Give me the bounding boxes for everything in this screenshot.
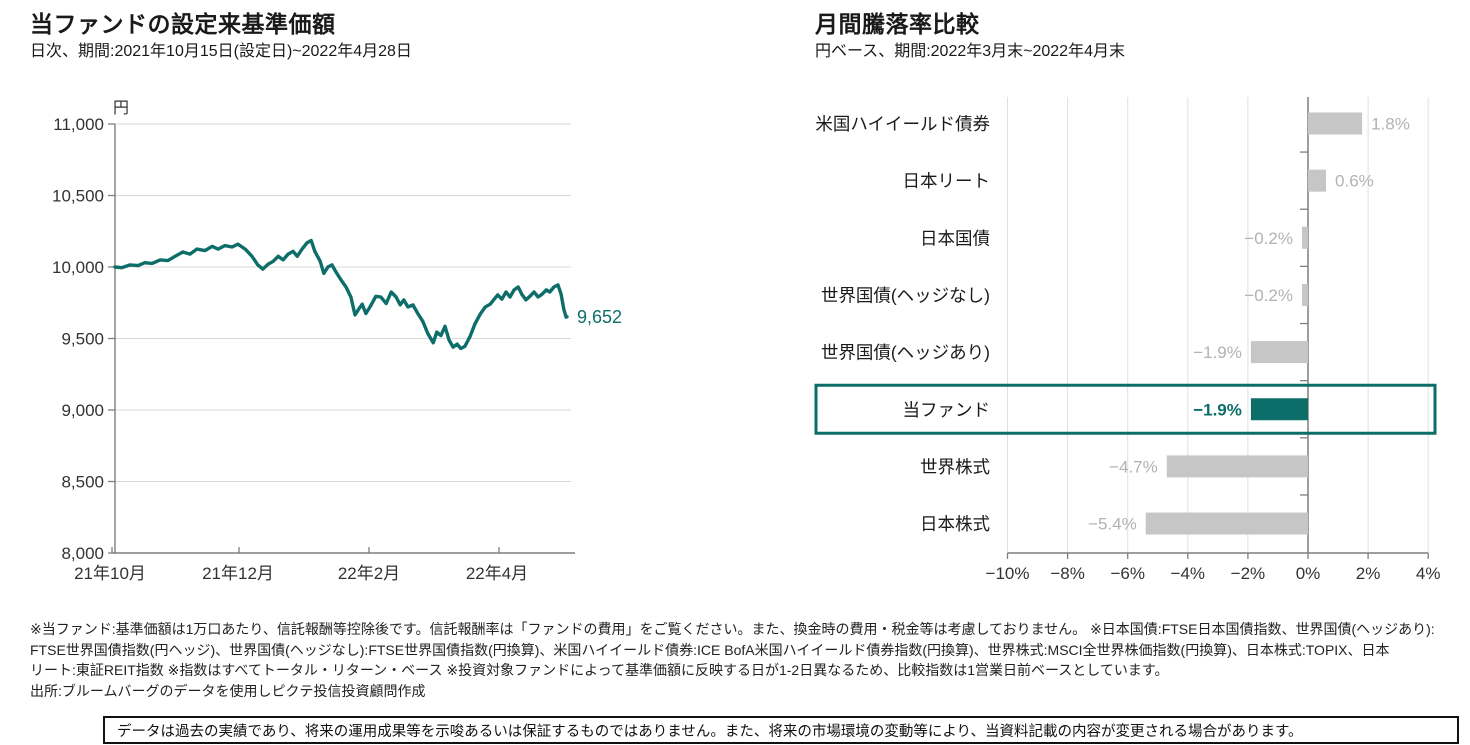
y-tick-label: 9,000 (61, 401, 104, 420)
value-label: −5.4% (1088, 515, 1137, 534)
bar (1250, 341, 1308, 364)
bar (1145, 512, 1308, 535)
footnote-line-3: リート:東証REIT指数 ※指数はすべてトータル・リターン・ベース ※投資対象フ… (30, 662, 1169, 678)
bar (1166, 455, 1308, 478)
x-tick-label: 4% (1416, 564, 1441, 583)
y-tick-label: 11,000 (53, 115, 104, 134)
value-label: −0.2% (1244, 229, 1293, 248)
category-label: 世界国債(ヘッジあり) (821, 343, 990, 363)
category-label: 当ファンド (903, 400, 991, 420)
nav-chart-subtitle: 日次、期間:2021年10月15日(設定日)~2022年4月28日 (30, 43, 412, 60)
category-label: 日本リート (903, 171, 991, 191)
fund-value-label: −1.9% (1193, 400, 1242, 419)
nav-line-chart: 11,00010,50010,0009,5009,0008,5008,00021… (52, 100, 622, 583)
source-line: 出所:ブルームバーグのデータを使用しピクテ投信投資顧問作成 (30, 682, 426, 699)
nav-line (113, 238, 569, 351)
x-tick-label: 2% (1356, 564, 1381, 583)
x-tick-label: −8% (1050, 564, 1085, 583)
value-label: −4.7% (1109, 457, 1158, 476)
category-label: 世界株式 (920, 457, 990, 477)
y-tick-label: 8,500 (61, 473, 104, 492)
monthly-return-bar-chart: −10% −8% −6% −4% −2% 0% 2% 4% 米国ハイイールド債券 1.8% 日本リー… (814, 97, 1441, 583)
fund-highlight-box (814, 383, 1437, 435)
nav-end-value-label: 9,652 (577, 307, 622, 327)
monthly-return-chart-subtitle: 円ベース、期間:2022年3月末~2022年4月末 (815, 43, 1125, 60)
category-label: 世界国債(ヘッジなし) (821, 285, 990, 305)
nav-chart-title: 当ファンドの設定来基準価額 (30, 11, 336, 37)
category-label: 日本国債 (920, 228, 990, 248)
footnotes: ※当ファンド:基準価額は1万口あたり、信託報酬等控除後です。信託報酬率は「ファン… (30, 619, 1462, 701)
value-label: 0.6% (1335, 172, 1374, 191)
value-label: −0.2% (1244, 286, 1293, 305)
y-tick-label: 9,500 (61, 330, 104, 349)
category-label: 米国ハイイールド債券 (815, 114, 990, 134)
category-label: 日本株式 (920, 514, 990, 534)
x-tick-label: 22年4月 (466, 564, 528, 583)
footnote-line-2: FTSE世界国債指数(円ヘッジ)、世界国債(ヘッジなし):FTSE世界国債指数(… (30, 641, 1390, 658)
x-tick-label: −4% (1171, 564, 1206, 583)
y-axis-unit-label: 円 (113, 100, 129, 117)
disclaimer-box: データは過去の実績であり、将来の運用成果等を示唆あるいは保証するものではありませ… (103, 716, 1459, 744)
bar (1308, 112, 1363, 135)
bar (1308, 169, 1327, 192)
y-tick-label: 10,500 (52, 187, 104, 206)
x-tick-label: 22年2月 (338, 564, 400, 583)
x-tick-label: 0% (1296, 564, 1321, 583)
value-label: −1.9% (1193, 343, 1242, 362)
bar (1301, 226, 1308, 249)
y-tick-label: 8,000 (61, 544, 104, 563)
y-tick-label: 10,000 (52, 258, 104, 277)
value-label: 1.8% (1371, 115, 1410, 134)
x-tick-label: 21年12月 (202, 564, 274, 583)
bar (1301, 283, 1308, 306)
fund-bar (1250, 398, 1308, 421)
footnote-line-1: ※当ファンド:基準価額は1万口あたり、信託報酬等控除後です。信託報酬率は「ファン… (30, 621, 1435, 637)
disclaimer-text: データは過去の実績であり、将来の運用成果等を示唆あるいは保証するものではありませ… (117, 723, 1303, 740)
monthly-return-chart-title: 月間騰落率比較 (815, 11, 980, 37)
x-tick-label: 21年10月 (74, 564, 146, 583)
x-tick-label: −10% (986, 564, 1030, 583)
x-tick-label: −6% (1110, 564, 1145, 583)
x-tick-label: −2% (1231, 564, 1266, 583)
